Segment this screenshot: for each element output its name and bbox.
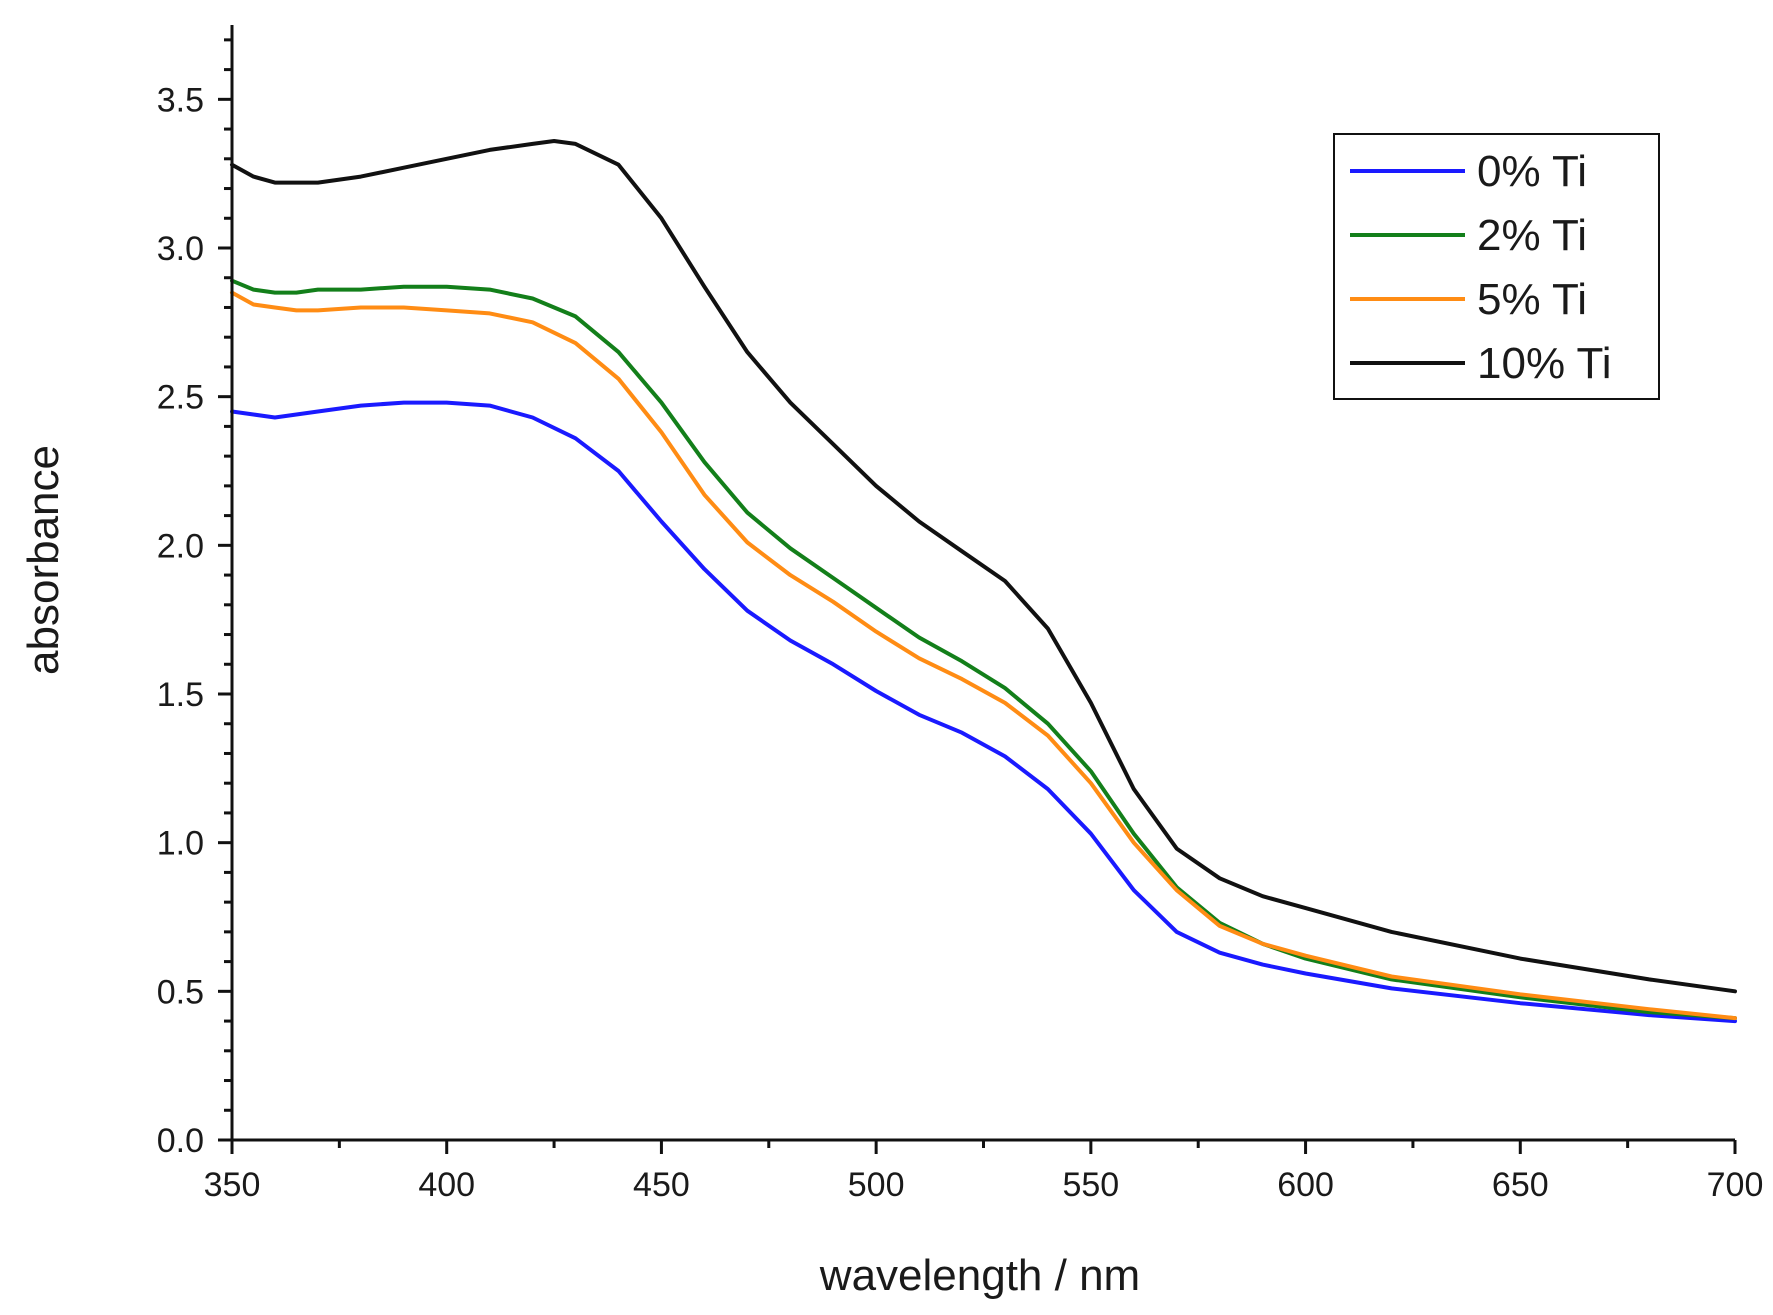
- y-tick-label: 2.0: [157, 527, 204, 565]
- x-tick-label: 400: [418, 1166, 475, 1204]
- axis-layer: 350 400 450 500 550 600 650 700 0.0 0.5 1.0 1.5 2.0 2…: [157, 25, 1764, 1204]
- series-line-10-ti: [230, 139, 1737, 994]
- legend: 0% Ti 2% Ti 5% Ti 10% Ti: [1333, 133, 1660, 400]
- x-tick-label: 350: [204, 1166, 261, 1204]
- y-tick-label: 3.5: [157, 81, 204, 119]
- y-axis-title: absorbance: [19, 445, 68, 675]
- x-tick-label: 650: [1492, 1166, 1549, 1204]
- y-tick-label: 0.0: [157, 1122, 204, 1160]
- y-tick-label: 3.0: [157, 230, 204, 268]
- y-tick-label: 1.0: [157, 825, 204, 863]
- x-tick-label: 550: [1062, 1166, 1119, 1204]
- legend-label: 2% Ti: [1477, 211, 1587, 260]
- x-tick-label: 500: [848, 1166, 905, 1204]
- series-line-5-ti: [230, 290, 1737, 1021]
- y-tick-label: 1.5: [157, 676, 204, 714]
- legend-label: 0% Ti: [1477, 147, 1587, 196]
- series-line-0-ti: [230, 400, 1737, 1024]
- x-tick-label: 450: [633, 1166, 690, 1204]
- x-tick-label: 600: [1277, 1166, 1334, 1204]
- y-tick-label: 2.5: [157, 379, 204, 417]
- x-tick-label: 700: [1707, 1166, 1764, 1204]
- legend-label: 5% Ti: [1477, 275, 1587, 324]
- legend-box: [1333, 133, 1660, 400]
- legend-label: 10% Ti: [1477, 339, 1612, 388]
- y-tick-label: 0.5: [157, 973, 204, 1011]
- x-axis-title: wavelength / nm: [819, 1251, 1140, 1300]
- series-layer: [230, 139, 1737, 1024]
